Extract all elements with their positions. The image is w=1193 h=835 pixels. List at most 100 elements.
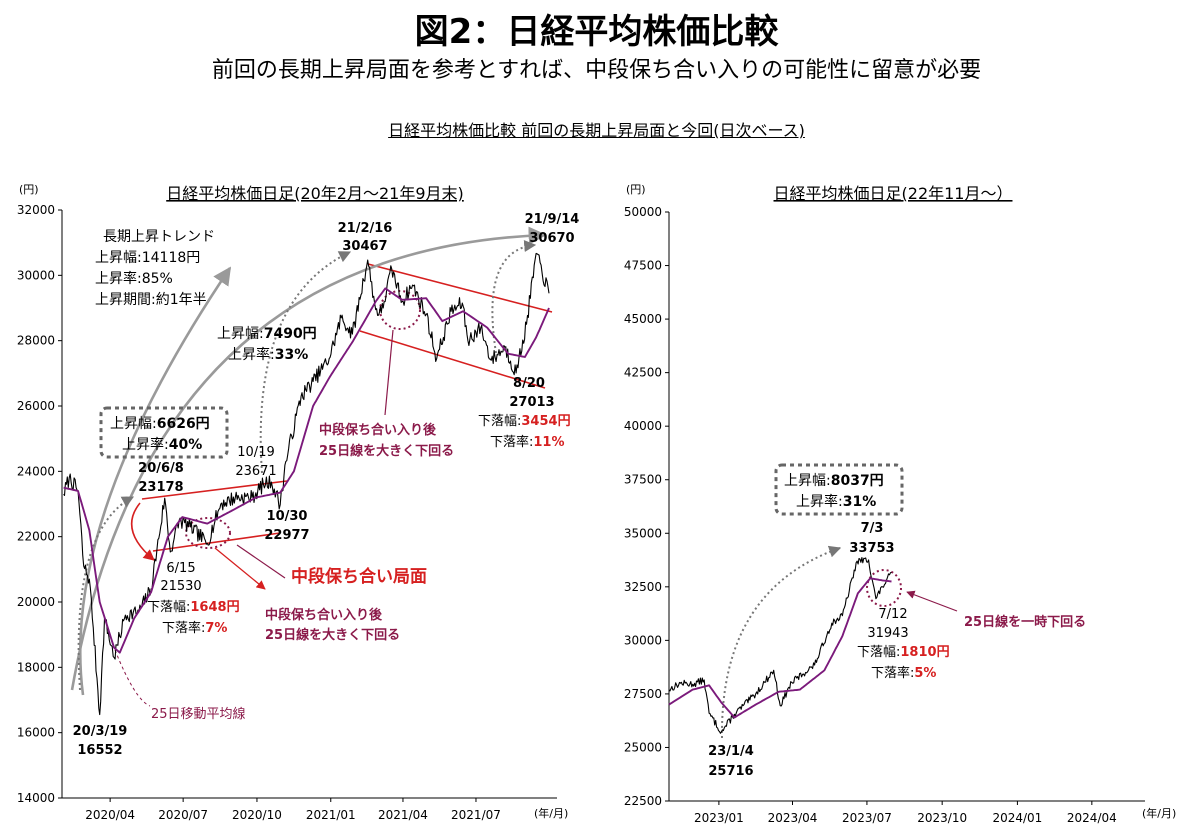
trend-rate: 上昇率:85% — [95, 270, 173, 287]
x-tick-label: 2023/07 — [842, 811, 892, 825]
y-tick-label: 50000 — [624, 205, 662, 219]
right-fall-width-label: 下落幅: — [857, 645, 900, 660]
low2-value: 27013 — [509, 395, 554, 410]
x-tick-label: 2020/10 — [232, 808, 282, 822]
left-series — [63, 252, 550, 716]
fall2-width: 下落幅:3454円 — [478, 414, 571, 429]
y-tick-label: 42500 — [624, 366, 662, 380]
rise1-rate: 上昇率:40% — [122, 436, 202, 453]
x-tick-label: 2021/01 — [306, 808, 356, 822]
low1-date: 6/15 — [166, 561, 195, 576]
rise1-dotted-arrow — [77, 496, 135, 691]
x-tick-label: 2024/01 — [992, 811, 1042, 825]
ma-label: 25日移動平均線 — [151, 706, 246, 722]
fall2-rate-label: 下落率: — [490, 434, 533, 450]
y-tick-label: 47500 — [624, 259, 662, 273]
rise-width: 上昇幅:8037円 — [784, 473, 884, 489]
x-tick-label: 2020/04 — [85, 808, 135, 822]
note2-line2: 25日線を大きく下回る — [319, 443, 454, 459]
peak2-date: 21/2/16 — [338, 221, 393, 236]
low2-date: 8/20 — [513, 376, 545, 391]
right-fall-rate-label: 下落率: — [871, 665, 914, 681]
x-tick-label: 2023/04 — [768, 811, 818, 825]
section-title-text: 日経平均株価比較 前回の長期上昇局面と今回(日次ベース) — [388, 121, 805, 140]
ma25-line — [63, 287, 550, 654]
rise1-rate-value: 40% — [169, 437, 203, 453]
figure-title: 図2：日経平均株価比較 — [414, 12, 779, 52]
right-tick-labels: 50000 47500 45000 42500 40000 37500 35000 32500… — [624, 205, 1117, 825]
peak3-value: 30670 — [529, 231, 574, 246]
rise-width-value: 8037円 — [831, 473, 884, 489]
y-tick-label: 25000 — [624, 740, 662, 754]
fall1-rate-label: 下落率: — [162, 620, 205, 636]
ma-break-circle-3 — [866, 569, 902, 607]
low0-value: 16552 — [77, 743, 122, 758]
fall2-rate: 下落率:11% — [490, 434, 565, 450]
low1-value: 21530 — [160, 579, 201, 594]
fall1-width-label: 下落幅: — [147, 600, 190, 615]
channel-lower-line — [152, 532, 281, 552]
ma-label-pointer — [114, 649, 151, 707]
rise2-rate-label: 上昇率: — [228, 346, 275, 363]
peak1-value: 23178 — [138, 480, 183, 495]
p1019-date: 10/19 — [237, 445, 274, 460]
channel2-lower-line — [359, 330, 546, 389]
y-tick-label: 16000 — [17, 726, 55, 740]
x-tick-label: 2024/04 — [1067, 811, 1117, 825]
rise-dotted-arrow — [720, 545, 842, 739]
note1-line1: 中段保ち合い入り後 — [265, 607, 383, 623]
figure-subtitle: 前回の長期上昇局面を参考とすれば、中段保ち合い入りの可能性に留意が必要 — [211, 58, 982, 83]
rise2-width-value: 7490円 — [264, 326, 317, 342]
right-low0-value: 25716 — [708, 764, 753, 779]
low0-date: 20/3/19 — [73, 724, 128, 739]
y-tick-label: 30000 — [17, 268, 55, 282]
y-tick-label: 27500 — [624, 687, 662, 701]
right-note: 25日線を一時下回る — [964, 614, 1086, 630]
peak2-value: 30467 — [342, 239, 387, 254]
ma25-line — [668, 577, 892, 719]
y-tick-label: 20000 — [17, 595, 55, 609]
p1030-value: 22977 — [264, 528, 309, 543]
y-tick-label: 28000 — [17, 334, 55, 348]
rise2-rate-value: 33% — [275, 347, 309, 363]
y-tick-label: 14000 — [17, 791, 55, 805]
left-x-unit: (年/月) — [534, 806, 568, 820]
rise-rate-label: 上昇率: — [796, 493, 843, 510]
left-annotation-shapes — [70, 226, 553, 707]
rise-box — [774, 463, 904, 516]
rise3-dotted-arrow — [491, 240, 537, 354]
y-tick-label: 26000 — [17, 399, 55, 413]
trend-title: 長期上昇トレンド — [103, 229, 215, 245]
x-tick-label: 2023/10 — [917, 811, 967, 825]
right-annotation-shapes — [720, 463, 958, 739]
right-x-unit: (年/月) — [1142, 806, 1176, 820]
note2-pointer — [384, 329, 394, 416]
fall1-rate-value: 7% — [205, 621, 227, 636]
rise2-rate: 上昇率:33% — [228, 346, 308, 363]
rise1-width-label: 上昇幅: — [110, 416, 157, 432]
peak3-date: 21/9/14 — [525, 212, 580, 227]
x-tick-label: 2021/04 — [378, 808, 428, 822]
left-axes — [58, 209, 557, 802]
left-tick-labels: 32000 30000 28000 26000 24000 22000 20000 18000… — [17, 203, 501, 822]
x-tick-label: 2021/07 — [451, 808, 501, 822]
rise2-width: 上昇幅:7490円 — [217, 326, 317, 342]
y-tick-label: 30000 — [624, 633, 662, 647]
y-tick-label: 40000 — [624, 419, 662, 433]
left-annotation-text: 長期上昇トレンド 上昇幅:14118円 上昇率:85% 上昇期間:約1年半 上昇… — [73, 212, 580, 758]
x-tick-label: 2023/01 — [694, 811, 744, 825]
phase-pointer — [214, 547, 266, 590]
rise2-dotted-arrow — [259, 251, 352, 474]
x-tick-label: 2020/07 — [158, 808, 208, 822]
fall2-rate-value: 11% — [533, 435, 564, 450]
fall1-width-value: 1648円 — [190, 600, 239, 615]
y-tick-label: 22000 — [17, 530, 55, 544]
note1-line2: 25日線を大きく下回る — [265, 627, 400, 643]
y-tick-label: 18000 — [17, 660, 55, 674]
right-chart-title: 日経平均株価日足(22年11月～） — [774, 184, 1013, 203]
right-fall-width: 下落幅:1810円 — [857, 645, 950, 660]
y-tick-label: 35000 — [624, 526, 662, 540]
p1019-value: 23671 — [235, 464, 276, 479]
right-peak-value: 33753 — [849, 541, 894, 556]
